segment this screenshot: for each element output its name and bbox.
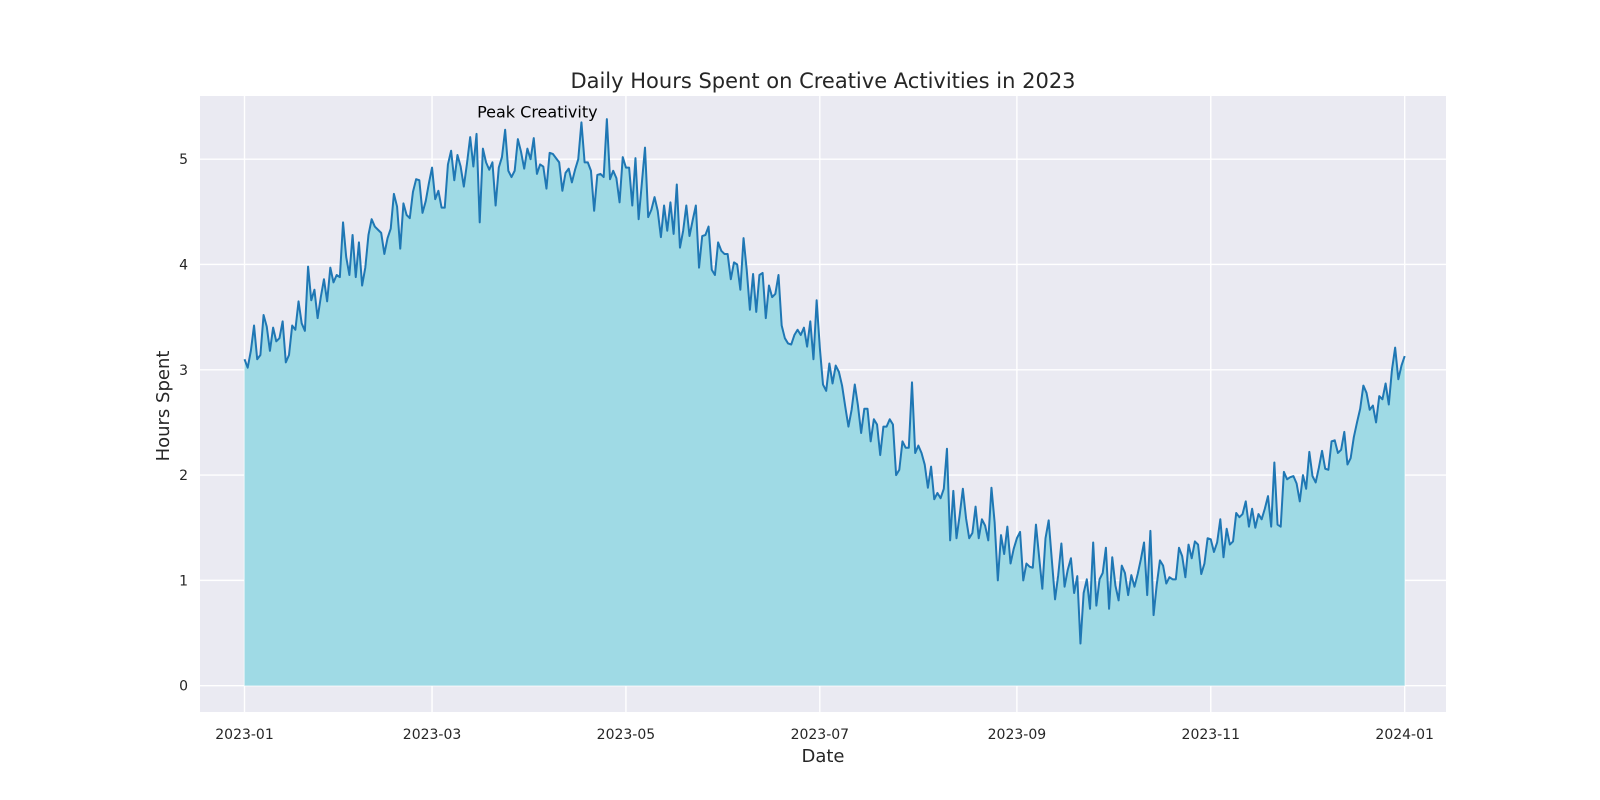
series-line — [243, 118, 1406, 645]
y-tick-label: 0 — [179, 679, 188, 695]
y-tick-labels: 0 1 2 3 4 5 — [179, 152, 188, 694]
x-tick-label: 2023-01 — [215, 727, 274, 743]
y-tick-label: 2 — [179, 468, 188, 484]
x-tick-label: 2024-01 — [1375, 727, 1434, 743]
x-tick-labels: 2023-01 2023-03 2023-05 2023-07 2023-09 2023-… — [215, 727, 1434, 743]
x-tick-label: 2023-03 — [403, 727, 462, 743]
y-tick-label: 5 — [179, 152, 188, 168]
x-axis-label: Date — [801, 746, 844, 767]
y-tick-label: 4 — [179, 257, 188, 273]
x-tick-label: 2023-11 — [1182, 727, 1241, 743]
peak-annotation: Peak Creativity — [477, 102, 598, 121]
x-tick-label: 2023-09 — [988, 727, 1047, 743]
y-axis-label: Hours Spent — [153, 351, 174, 462]
x-tick-label: 2023-07 — [791, 727, 850, 743]
y-tick-label: 1 — [179, 573, 188, 589]
y-tick-label: 3 — [179, 363, 188, 379]
area-fill — [244, 119, 1405, 686]
x-tick-label: 2023-05 — [597, 727, 656, 743]
chart-title: Daily Hours Spent on Creative Activities… — [570, 69, 1075, 93]
